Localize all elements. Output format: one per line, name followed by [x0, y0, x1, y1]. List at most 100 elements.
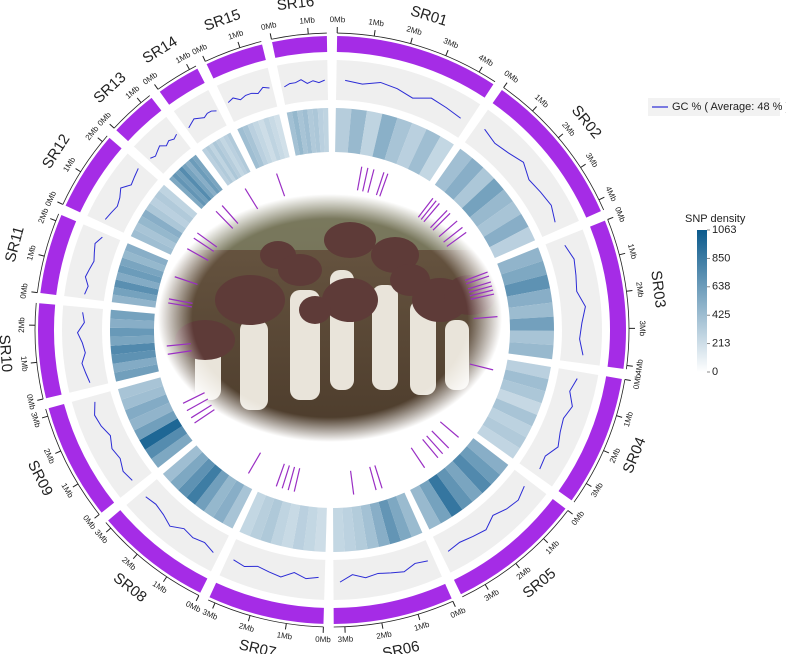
- feature-mark: [374, 465, 383, 489]
- ideogram: [272, 36, 328, 58]
- snp-bin: [110, 327, 155, 337]
- snp-bin: [222, 484, 253, 529]
- snp-bin: [134, 410, 178, 441]
- feature-mark: [182, 392, 205, 404]
- ideogram: [48, 403, 115, 513]
- snp-bin: [130, 229, 174, 255]
- snp-bin: [508, 342, 554, 360]
- tick-label: 1Mb: [299, 15, 316, 25]
- tick-baseline: [337, 32, 496, 83]
- chromosome-name: SR07: [237, 636, 277, 654]
- snp-bin: [172, 172, 207, 207]
- feature-mark: [186, 398, 209, 412]
- feature-mark: [215, 210, 234, 229]
- gc-line: [345, 79, 461, 119]
- gc-legend-box: [648, 98, 780, 116]
- center-photo: [150, 190, 510, 450]
- gc-line: [484, 128, 556, 223]
- chromosome-name: SR02: [568, 102, 605, 142]
- ideogram: [590, 220, 626, 369]
- ideogram: [65, 137, 122, 213]
- tick-label: 3Mb: [442, 36, 460, 50]
- chromosome-name: SR10: [0, 334, 15, 373]
- feature-mark: [469, 289, 494, 297]
- feature-mark: [431, 430, 450, 449]
- snp-bin: [203, 475, 237, 518]
- feature-mark: [349, 470, 355, 495]
- gc-line: [188, 110, 217, 129]
- snp-bin: [296, 110, 309, 155]
- snp-bin: [239, 491, 267, 537]
- snp-bin: [201, 147, 231, 186]
- tick-mark: [417, 614, 421, 621]
- snp-bin: [205, 145, 234, 184]
- ideogram: [336, 36, 494, 98]
- snp-bin: [181, 163, 215, 199]
- tick-label: 0Mb: [19, 282, 30, 299]
- tick-label: 4Mb: [634, 358, 645, 375]
- tick-mark: [195, 595, 200, 602]
- snp-bin: [503, 369, 549, 392]
- snp-bin: [110, 342, 156, 355]
- tick-baseline: [462, 510, 569, 598]
- tick-label: 0Mb: [191, 42, 209, 57]
- tick-mark: [598, 196, 605, 201]
- tick-label: 1Mb: [151, 579, 169, 595]
- tick-label: 2Mb: [120, 555, 138, 572]
- snp-bin: [477, 201, 522, 237]
- tick-label: 2Mb: [405, 24, 423, 37]
- tick-label: 0Mb: [502, 69, 520, 86]
- tick-label: 0Mb: [25, 393, 37, 411]
- feature-mark: [247, 452, 262, 474]
- snp-bin: [505, 359, 551, 380]
- tick-label: 3Mb: [584, 151, 600, 169]
- snp-bin: [145, 426, 188, 460]
- snp-bin: [219, 136, 245, 177]
- tick-label: 0Mb: [184, 599, 202, 614]
- gc-line: [84, 236, 103, 295]
- tick-label: 0Mb: [43, 189, 58, 207]
- snp-bin: [223, 134, 248, 175]
- tick-mark: [567, 510, 573, 515]
- snp-bin: [170, 452, 209, 491]
- feature-mark: [438, 220, 458, 238]
- tick-label: 1Mb: [626, 243, 639, 261]
- snp-bin: [509, 330, 554, 346]
- tick-mark: [105, 527, 112, 533]
- tick-label: 3Mb: [589, 481, 605, 499]
- snp-bin: [444, 157, 484, 200]
- snp-bin: [151, 433, 193, 468]
- feature-mark: [426, 435, 444, 455]
- tick-label: 2Mb: [42, 447, 57, 465]
- tick-mark: [136, 97, 142, 103]
- snp-bin: [395, 492, 423, 538]
- tick-label: 3Mb: [29, 411, 42, 429]
- tick-mark: [607, 216, 614, 220]
- feature-mark: [410, 447, 426, 469]
- snp-bin: [369, 501, 390, 548]
- feature-mark: [168, 302, 192, 308]
- snp-bin: [192, 154, 223, 192]
- snp-bin: [257, 118, 277, 163]
- tick-label: 1Mb: [174, 50, 192, 66]
- snp-bin: [114, 364, 159, 382]
- snp-bin: [351, 505, 368, 551]
- snp-bin: [110, 318, 155, 329]
- snp-bin: [226, 132, 251, 174]
- snp-bin: [492, 398, 538, 427]
- tick-mark: [616, 415, 623, 418]
- chromosome-name: SR09: [24, 458, 56, 499]
- snp-bin: [436, 467, 473, 510]
- tick-baseline: [208, 599, 324, 628]
- feature-mark: [244, 188, 259, 210]
- tick-mark: [162, 576, 168, 583]
- snp-bin: [252, 120, 273, 164]
- snp-bin: [149, 196, 190, 229]
- snp-bin: [186, 464, 223, 505]
- tick-mark: [237, 41, 241, 48]
- tick-label: 0Mb: [315, 635, 331, 644]
- gc-line: [233, 559, 319, 580]
- tick-baseline: [157, 65, 197, 90]
- feature-mark: [369, 466, 377, 491]
- tick-mark: [603, 450, 610, 454]
